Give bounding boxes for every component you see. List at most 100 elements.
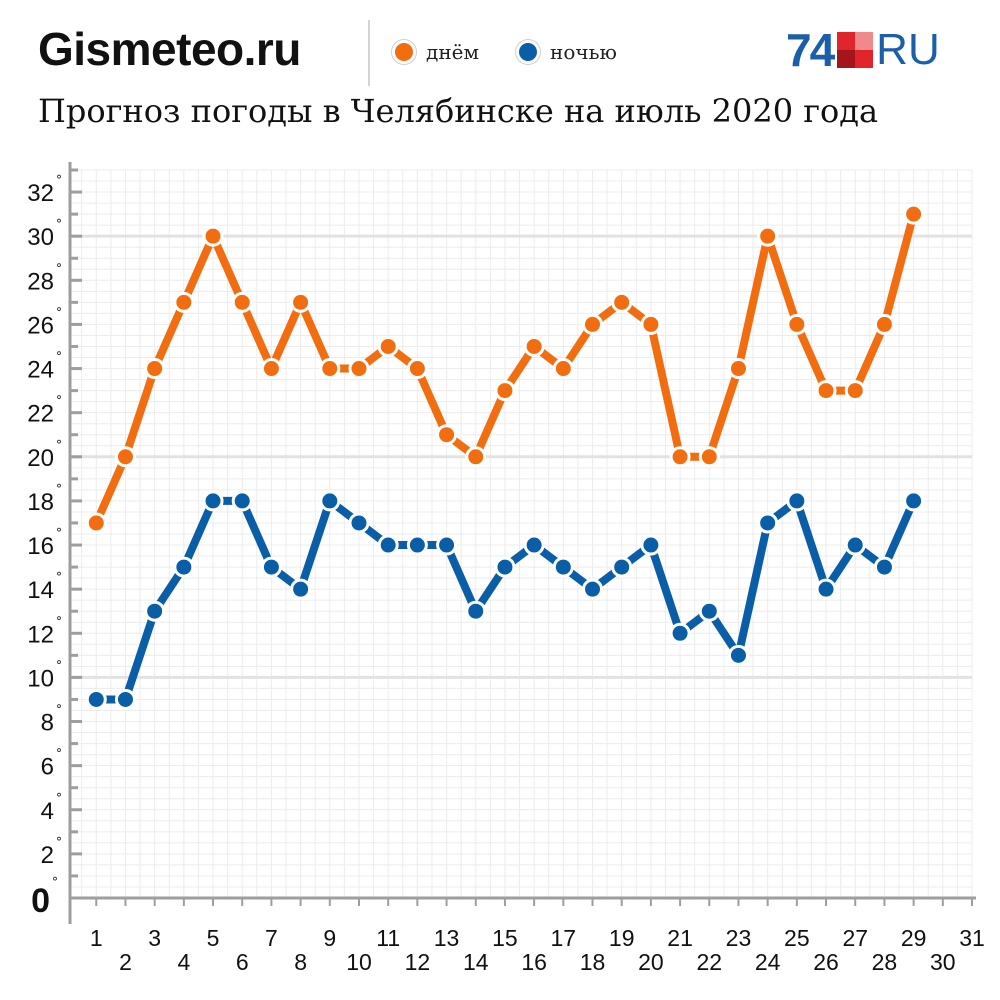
x-tick-label: 27 [842,925,868,951]
x-tick-label: 24 [755,949,781,975]
data-point-day [260,358,282,380]
x-tick-label: 1 [90,925,103,951]
x-tick-label: 21 [667,925,693,951]
y-tick-degree: ° [56,614,62,628]
x-tick-label: 8 [294,949,307,975]
data-point-day [640,313,662,335]
data-point-day [494,380,516,402]
data-point-night [231,490,253,512]
data-point-day [173,291,195,313]
data-point-day [465,446,487,468]
data-point-day [727,358,749,380]
x-tick-label: 31 [959,925,985,951]
y-tick-label: 28 [27,268,54,295]
data-point-day [377,335,399,357]
brand-logo: 74 RU [786,24,940,76]
data-point-day [406,358,428,380]
data-point-night [815,578,837,600]
x-tick-label: 17 [551,925,577,951]
data-point-night [348,512,370,534]
y-tick-degree: ° [52,875,58,889]
y-tick-degree: ° [56,835,62,849]
data-point-night [757,512,779,534]
x-tick-label: 22 [696,949,722,975]
data-point-day [319,358,341,380]
y-tick-degree: ° [56,394,62,408]
data-point-day [815,380,837,402]
data-point-night [698,600,720,622]
data-point-night [144,600,166,622]
x-tick-label: 28 [872,949,898,975]
source-label: Gismeteo.ru [38,23,301,75]
data-point-night [844,534,866,556]
y-tick-degree: ° [56,438,62,452]
x-tick-label: 26 [813,949,839,975]
x-tick-label: 16 [521,949,547,975]
data-point-night [523,534,545,556]
y-tick-label: 20 [27,445,54,472]
data-point-night [465,600,487,622]
y-tick-label: 24 [27,357,54,384]
data-point-day [231,291,253,313]
header-divider [368,20,370,86]
chart-title: Прогноз погоды в Челябинске на июль 2020… [38,92,879,130]
x-tick-label: 3 [148,925,161,951]
x-tick-label: 15 [492,925,518,951]
data-point-day [757,225,779,247]
y-tick-label: 14 [27,577,54,604]
y-tick-label: 6 [41,754,54,781]
x-tick-label: 23 [726,925,752,951]
y-tick-label: 2 [41,842,54,869]
data-point-night [903,490,925,512]
data-point-night [786,490,808,512]
y-tick-label: 26 [27,312,54,339]
data-point-night [436,534,458,556]
x-tick-label: 6 [236,949,249,975]
legend-night-marker [516,40,540,64]
x-tick-label: 20 [638,949,664,975]
y-tick-label: 4 [41,798,54,825]
data-point-day [903,203,925,225]
x-tick-label: 29 [901,925,927,951]
logo-squares-icon [837,32,874,68]
data-point-night [494,556,516,578]
x-tick-label: 2 [119,949,132,975]
x-tick-label: 25 [784,925,810,951]
x-tick-label: 7 [265,925,278,951]
data-point-night [173,556,195,578]
x-tick-label: 14 [463,949,489,975]
y-tick-label: 18 [27,489,54,516]
data-point-night [552,556,574,578]
data-point-night [406,534,428,556]
y-tick-degree: ° [56,173,62,187]
y-tick-degree: ° [56,261,62,275]
y-tick-degree: ° [56,526,62,540]
data-point-day [786,313,808,335]
y-tick-label: 22 [27,401,54,428]
x-tick-label: 4 [177,949,190,975]
data-point-day [114,446,136,468]
y-tick-degree: ° [56,703,62,717]
y-tick-degree: ° [56,305,62,319]
x-tick-label: 11 [376,925,400,951]
data-point-day [523,335,545,357]
data-point-night [260,556,282,578]
y-tick-label: 32 [27,180,54,207]
y-tick-degree: ° [56,791,62,805]
y-tick-degree: ° [56,217,62,231]
y-tick-label: 0 [31,882,50,920]
data-point-night [290,578,312,600]
data-point-day [290,291,312,313]
y-tick-degree: ° [56,350,62,364]
data-point-night [377,534,399,556]
data-point-day [669,446,691,468]
legend-day: днём [392,40,479,64]
y-tick-label: 10 [27,665,54,692]
legend-night: ночью [516,40,617,64]
data-point-night [727,644,749,666]
legend-night-label: ночью [550,40,617,64]
logo-number: 74 [786,24,835,76]
legend-day-label: днём [426,40,480,64]
data-point-night [319,490,341,512]
